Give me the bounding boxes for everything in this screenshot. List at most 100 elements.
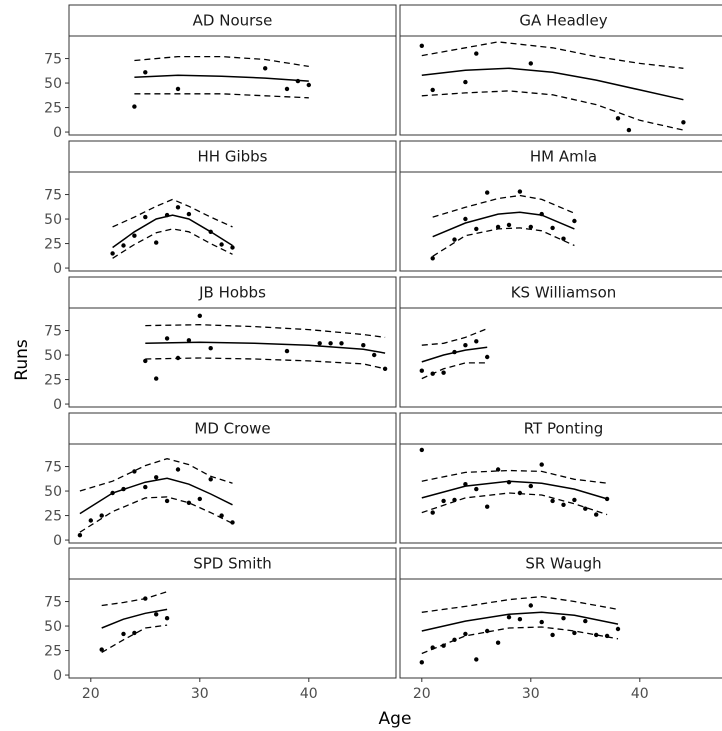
lower-band-rt-ponting: [421, 492, 608, 516]
data-point-rt-ponting-7: [495, 467, 501, 472]
fit-line-hm-amla: [432, 211, 575, 238]
plot-frame-hh-gibbs: [68, 171, 397, 272]
panel-md-crowe: MD Crowe 0 25 50 75: [44, 412, 397, 549]
panel-jb-hobbs: JB Hobbs 0 25 50 75: [44, 276, 397, 413]
data-point-spd-smith-0: [99, 647, 104, 652]
strip-label-ga-headley: GA Headley: [519, 12, 607, 30]
data-point-ks-williamson-0: [419, 368, 424, 373]
strip-rt-ponting: [399, 412, 722, 445]
data-point-rt-ponting-1: [430, 510, 435, 515]
strip-label-rt-ponting: RT Ponting: [524, 420, 604, 438]
data-point-sr-waugh-1: [430, 645, 435, 650]
y-axis-title: Runs: [12, 339, 32, 381]
y-tick-label-spd-smith-25: 25: [44, 644, 62, 660]
lower-band-spd-smith: [101, 624, 168, 654]
data-point-jb-hobbs-3: [175, 355, 181, 361]
data-point-rt-ponting-11: [539, 462, 544, 467]
strip-label-hh-gibbs: HH Gibbs: [198, 148, 268, 166]
plot-area-rt-ponting: [419, 447, 610, 517]
fit-line-spd-smith: [101, 608, 168, 629]
strip-label-ad-nourse: AD Nourse: [193, 12, 273, 30]
y-tick-label-spd-smith-50: 50: [44, 619, 62, 635]
x-tick-label-spd-smith-20: 20: [82, 686, 100, 702]
data-point-hh-gibbs-6: [175, 205, 181, 210]
data-point-hm-amla-0: [430, 256, 435, 261]
y-tick-label-spd-smith-0: 0: [53, 668, 62, 684]
data-point-jb-hobbs-4: [186, 338, 192, 343]
x-tick-label-sr-waugh-30: 30: [522, 686, 540, 702]
fit-line-jb-hobbs: [145, 341, 386, 354]
plot-area-ga-headley: [419, 41, 686, 133]
y-tick-label-ad-nourse-75: 75: [44, 52, 62, 68]
data-point-md-crowe-10: [186, 500, 192, 505]
y-tick-label-jb-hobbs-75: 75: [44, 324, 62, 340]
y-tick-label-jb-hobbs-25: 25: [44, 373, 62, 389]
data-point-sr-waugh-14: [572, 630, 577, 636]
lower-band-jb-hobbs: [145, 357, 386, 370]
data-point-ad-nourse-1: [143, 70, 148, 75]
data-point-jb-hobbs-13: [382, 366, 388, 371]
upper-band-jb-hobbs: [145, 324, 386, 339]
panel-ad-nourse: AD Nourse 0 25 50 75: [44, 4, 397, 141]
data-point-sr-waugh-11: [539, 619, 544, 625]
data-point-md-crowe-0: [77, 533, 83, 538]
data-point-hh-gibbs-8: [208, 229, 213, 234]
plot-area-hm-amla: [430, 189, 577, 261]
plot-frame-md-crowe: [68, 443, 397, 544]
data-point-rt-ponting-2: [441, 498, 446, 504]
data-point-sr-waugh-18: [615, 626, 621, 632]
panels-layer: AD Nourse 0 25 50 75 GA Headley HH Gibbs 0 25 50 7…: [44, 4, 722, 702]
data-point-sr-waugh-5: [474, 657, 479, 662]
fit-line-sr-waugh: [421, 611, 619, 632]
data-point-hm-amla-6: [506, 222, 512, 228]
data-point-hh-gibbs-7: [186, 211, 192, 217]
y-tick-label-jb-hobbs-50: 50: [44, 348, 62, 364]
plot-frame-jb-hobbs: [68, 307, 397, 408]
lower-band-ga-headley: [421, 90, 684, 131]
data-point-hm-amla-1: [452, 237, 457, 242]
y-tick-label-spd-smith-75: 75: [44, 595, 62, 611]
data-point-spd-smith-4: [154, 612, 159, 617]
data-point-ad-nourse-6: [306, 82, 311, 88]
data-point-hh-gibbs-5: [164, 212, 170, 218]
data-point-sr-waugh-4: [463, 631, 468, 637]
data-point-sr-waugh-6: [485, 628, 490, 634]
lower-band-hm-amla: [432, 227, 575, 257]
x-tick-label-spd-smith-30: 30: [191, 686, 209, 702]
panel-ks-williamson: KS Williamson: [399, 276, 722, 408]
data-point-rt-ponting-16: [594, 512, 599, 517]
data-point-jb-hobbs-12: [372, 352, 377, 358]
plot-area-sr-waugh: [419, 595, 621, 665]
lower-band-ad-nourse: [134, 93, 309, 99]
data-point-sr-waugh-13: [561, 616, 566, 621]
upper-band-rt-ponting: [421, 469, 608, 484]
upper-band-hh-gibbs: [112, 198, 233, 228]
data-point-ad-nourse-0: [132, 104, 137, 109]
y-tick-label-md-crowe-75: 75: [44, 460, 62, 476]
data-point-md-crowe-12: [208, 477, 213, 482]
data-point-jb-hobbs-11: [361, 343, 366, 348]
data-point-hh-gibbs-3: [143, 214, 148, 220]
fit-line-hh-gibbs: [112, 214, 233, 249]
panel-hm-amla: HM Amla: [399, 140, 722, 272]
data-point-ks-williamson-3: [452, 349, 457, 355]
data-point-md-crowe-2: [99, 513, 104, 518]
plot-frame-hm-amla: [399, 171, 722, 272]
data-point-ad-nourse-5: [295, 78, 301, 84]
data-point-rt-ponting-8: [506, 480, 512, 485]
data-point-rt-ponting-5: [474, 486, 479, 492]
strip-hm-amla: [399, 140, 722, 173]
data-point-rt-ponting-15: [583, 506, 588, 511]
data-point-ga-headley-6: [626, 127, 632, 133]
data-point-rt-ponting-9: [517, 490, 523, 496]
data-point-ga-headley-7: [681, 120, 686, 125]
data-point-jb-hobbs-0: [143, 358, 148, 364]
x-tick-label-spd-smith-40: 40: [300, 686, 318, 702]
data-point-ks-williamson-2: [441, 370, 446, 375]
data-point-rt-ponting-14: [572, 497, 577, 503]
x-axis-title: Age: [379, 709, 412, 729]
data-point-hh-gibbs-9: [219, 242, 224, 247]
data-point-hm-amla-12: [572, 218, 577, 224]
data-point-spd-smith-2: [132, 630, 137, 636]
panel-ga-headley: GA Headley: [399, 4, 722, 136]
